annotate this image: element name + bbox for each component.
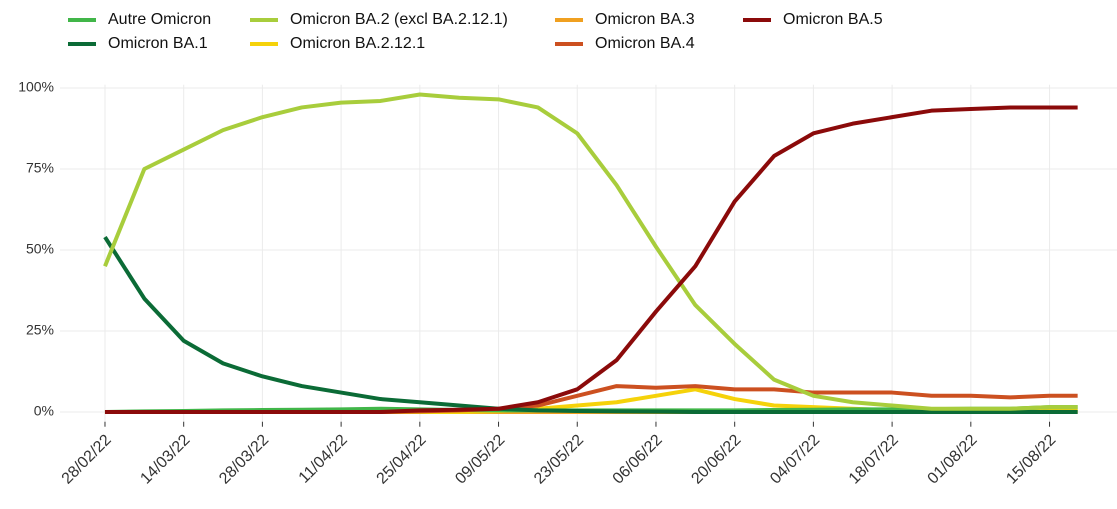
y-tick-label: 100%	[18, 79, 54, 95]
x-tick-label: 06/06/22	[610, 431, 666, 487]
y-tick-label: 75%	[26, 160, 54, 176]
x-tick-label: 09/05/22	[452, 431, 508, 487]
legend-label: Autre Omicron	[108, 11, 211, 28]
x-tick-label: 28/03/22	[216, 431, 272, 487]
x-tick-label: 01/08/22	[925, 431, 981, 487]
legend-label: Omicron BA.2.12.1	[290, 35, 425, 52]
x-tick-label: 11/04/22	[296, 431, 351, 486]
legend-label: Omicron BA.1	[108, 35, 208, 52]
series-line	[104, 105, 1078, 414]
x-tick-label: 04/07/22	[767, 431, 823, 487]
y-tick-label: 0%	[34, 403, 54, 419]
x-tick-label: 25/04/22	[374, 431, 430, 487]
y-tick-label: 50%	[26, 241, 54, 257]
legend-label: Omicron BA.4	[595, 35, 695, 52]
x-tick-label: 20/06/22	[688, 431, 744, 487]
legend-label: Omicron BA.5	[783, 11, 883, 28]
series-line	[103, 235, 1078, 414]
y-tick-label: 25%	[26, 322, 54, 338]
series-line	[103, 92, 1078, 411]
x-tick-label: 23/05/22	[531, 431, 587, 487]
x-tick-label: 28/02/22	[59, 431, 115, 487]
x-tick-label: 15/08/22	[1003, 431, 1059, 487]
x-tick-label: 18/07/22	[846, 431, 902, 487]
legend-label: Omicron BA.2 (excl BA.2.12.1)	[290, 11, 508, 28]
x-tick-label: 14/03/22	[137, 431, 193, 487]
legend-label: Omicron BA.3	[595, 11, 695, 28]
